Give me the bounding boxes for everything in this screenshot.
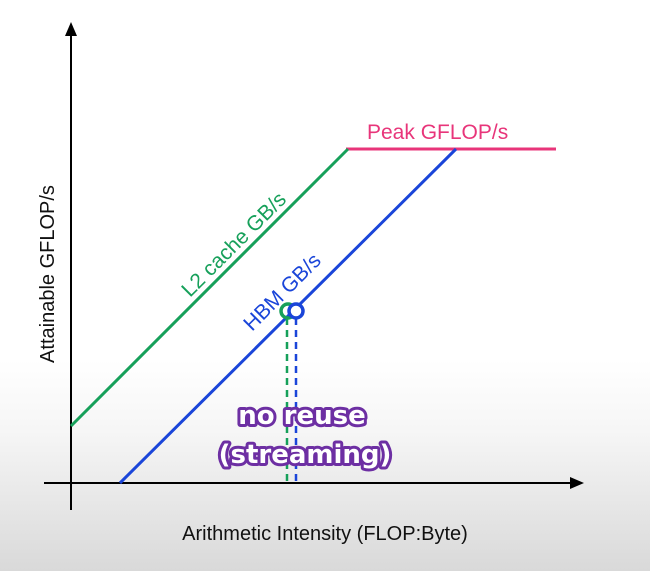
no-reuse-annotation: no reuse (streaming) (216, 398, 395, 473)
peak-gflops-label: Peak GFLOP/s (367, 121, 508, 144)
y-axis-arrowhead (65, 22, 77, 36)
l2-cache-bandwidth-line (69, 147, 350, 428)
y-axis-label: Attainable GFLOP/s (37, 185, 59, 363)
hbm-operating-point (287, 302, 305, 320)
x-axis-arrowhead (570, 477, 584, 489)
annotation-line-2: (streaming) (219, 440, 392, 470)
axes (44, 22, 584, 510)
hbm-bandwidth-line (118, 147, 458, 485)
x-axis-label: Arithmetic Intensity (FLOP:Byte) (182, 523, 468, 545)
annotation-line-1: no reuse (238, 401, 366, 431)
